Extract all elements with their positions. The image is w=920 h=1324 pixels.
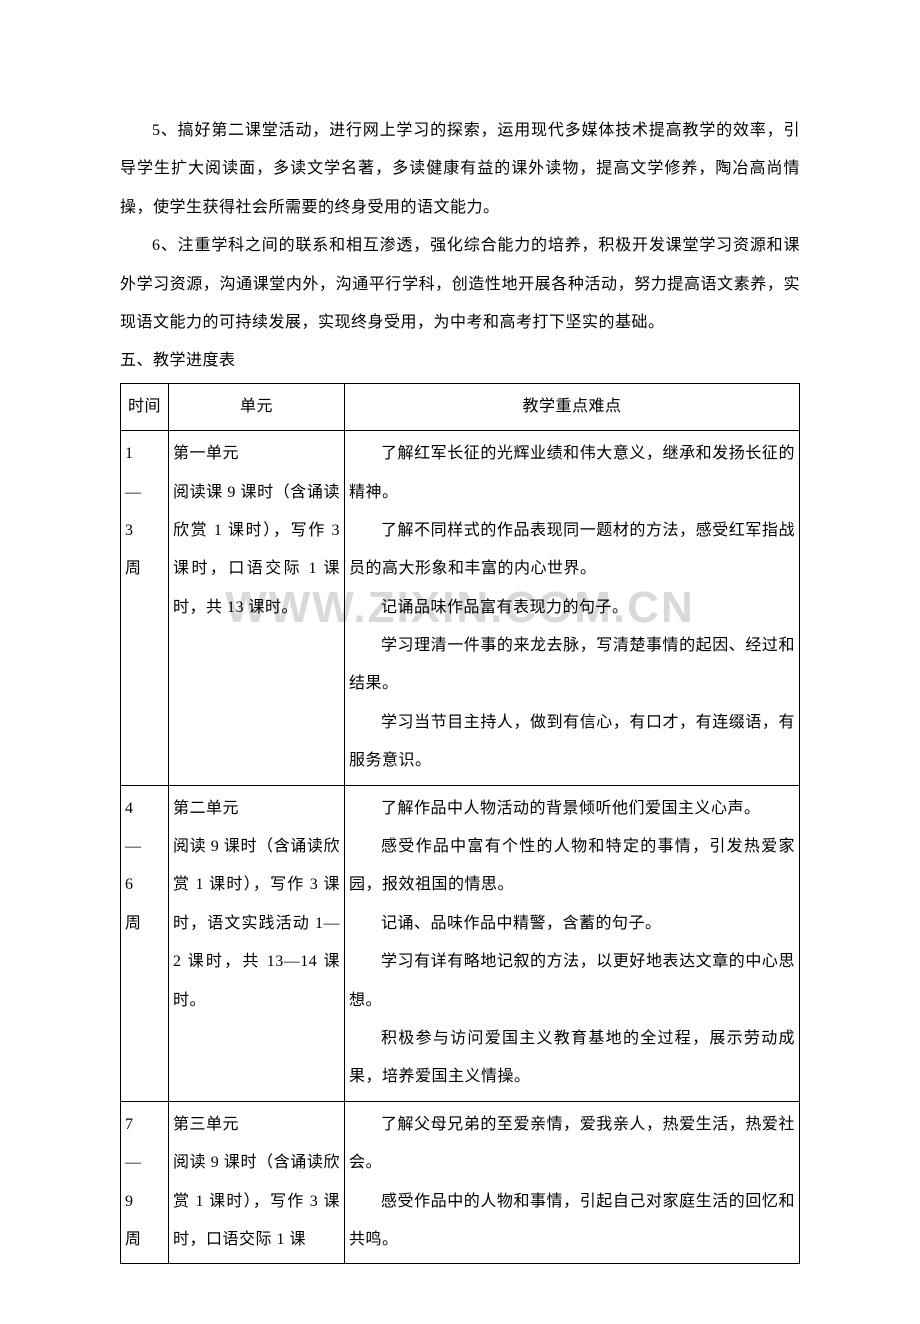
time-line: — (125, 474, 164, 512)
key-point: 感受作品中的人物和事情，引起自己对家庭生活的回忆和共鸣。 (349, 1183, 795, 1260)
key-point: 记诵品味作品富有表现力的句子。 (349, 589, 795, 627)
key-point: 积极参与访问爱国主义教育基地的全过程，展示劳动成果，培养爱国主义情操。 (349, 1020, 795, 1097)
key-point: 记诵、品味作品中精警，含蓄的句子。 (349, 905, 795, 943)
schedule-table: 时间 单元 教学重点难点 1 — 3 周 第一单元 阅读课 9 课时（含诵读欣赏… (120, 383, 800, 1265)
cell-unit: 第二单元 阅读 9 课时（含诵读欣赏 1 课时），写作 3 课时，语文实践活动 … (169, 785, 345, 1101)
time-line: 7 (125, 1106, 164, 1144)
unit-desc: 阅读课 9 课时（含诵读欣赏 1 课时），写作 3 课时，口语交际 1 课时，共… (173, 474, 340, 628)
time-line: 4 (125, 790, 164, 828)
time-line: — (125, 828, 164, 866)
key-point: 学习当节目主持人，做到有信心，有口才，有连缀语，有服务意识。 (349, 704, 795, 781)
key-point: 学习理清一件事的来龙去脉，写清楚事情的起因、经过和结果。 (349, 627, 795, 704)
table-row: 4 — 6 周 第二单元 阅读 9 课时（含诵读欣赏 1 课时），写作 3 课时… (121, 785, 800, 1101)
key-point: 感受作品中富有个性的人物和特定的事情，引发热爱家园，报效祖国的情思。 (349, 828, 795, 905)
paragraph-6: 6、注重学科之间的联系和相互渗透，强化综合能力的培养，积极开发课堂学习资源和课外… (120, 227, 800, 342)
section-heading: 五、教学进度表 (120, 342, 800, 380)
key-point: 学习有详有略地记叙的方法，以更好地表达文章的中心思想。 (349, 943, 795, 1020)
time-line: 周 (125, 905, 164, 943)
time-line: 6 (125, 866, 164, 904)
unit-title: 第一单元 (173, 435, 340, 473)
key-point: 了解父母兄弟的至爱亲情，爱我亲人，热爱生活，热爱社会。 (349, 1106, 795, 1183)
time-line: 9 (125, 1183, 164, 1221)
time-line: 周 (125, 550, 164, 588)
col-header-unit: 单元 (169, 383, 345, 430)
cell-unit: 第三单元 阅读 9 课时（含诵读欣赏 1 课时），写作 3 课时，口语交际 1 … (169, 1101, 345, 1264)
cell-time: 1 — 3 周 (121, 431, 169, 786)
cell-key: 了解父母兄弟的至爱亲情，爱我亲人，热爱生活，热爱社会。 感受作品中的人物和事情，… (345, 1101, 800, 1264)
cell-time: 7 — 9 周 (121, 1101, 169, 1264)
table-header-row: 时间 单元 教学重点难点 (121, 383, 800, 430)
time-line: 1 (125, 435, 164, 473)
key-point: 了解红军长征的光辉业绩和伟大意义，继承和发扬长征的精神。 (349, 435, 795, 512)
unit-desc: 阅读 9 课时（含诵读欣赏 1 课时），写作 3 课时，语文实践活动 1—2 课… (173, 828, 340, 1020)
cell-time: 4 — 6 周 (121, 785, 169, 1101)
time-line: 3 (125, 512, 164, 550)
table-row: 1 — 3 周 第一单元 阅读课 9 课时（含诵读欣赏 1 课时），写作 3 课… (121, 431, 800, 786)
cell-key: 了解红军长征的光辉业绩和伟大意义，继承和发扬长征的精神。 了解不同样式的作品表现… (345, 431, 800, 786)
paragraph-5: 5、搞好第二课堂活动，进行网上学习的探索，运用现代多媒体技术提高教学的效率，引导… (120, 112, 800, 227)
time-line: — (125, 1144, 164, 1182)
col-header-key: 教学重点难点 (345, 383, 800, 430)
time-line: 周 (125, 1221, 164, 1259)
key-point: 了解不同样式的作品表现同一题材的方法，感受红军指战员的高大形象和丰富的内心世界。 (349, 512, 795, 589)
unit-title: 第三单元 (173, 1106, 340, 1144)
cell-unit: 第一单元 阅读课 9 课时（含诵读欣赏 1 课时），写作 3 课时，口语交际 1… (169, 431, 345, 786)
key-point: 了解作品中人物活动的背景倾听他们爱国主义心声。 (349, 790, 795, 828)
unit-desc: 阅读 9 课时（含诵读欣赏 1 课时），写作 3 课时，口语交际 1 课 (173, 1144, 340, 1259)
unit-title: 第二单元 (173, 790, 340, 828)
table-row: 7 — 9 周 第三单元 阅读 9 课时（含诵读欣赏 1 课时），写作 3 课时… (121, 1101, 800, 1264)
col-header-time: 时间 (121, 383, 169, 430)
cell-key: 了解作品中人物活动的背景倾听他们爱国主义心声。 感受作品中富有个性的人物和特定的… (345, 785, 800, 1101)
